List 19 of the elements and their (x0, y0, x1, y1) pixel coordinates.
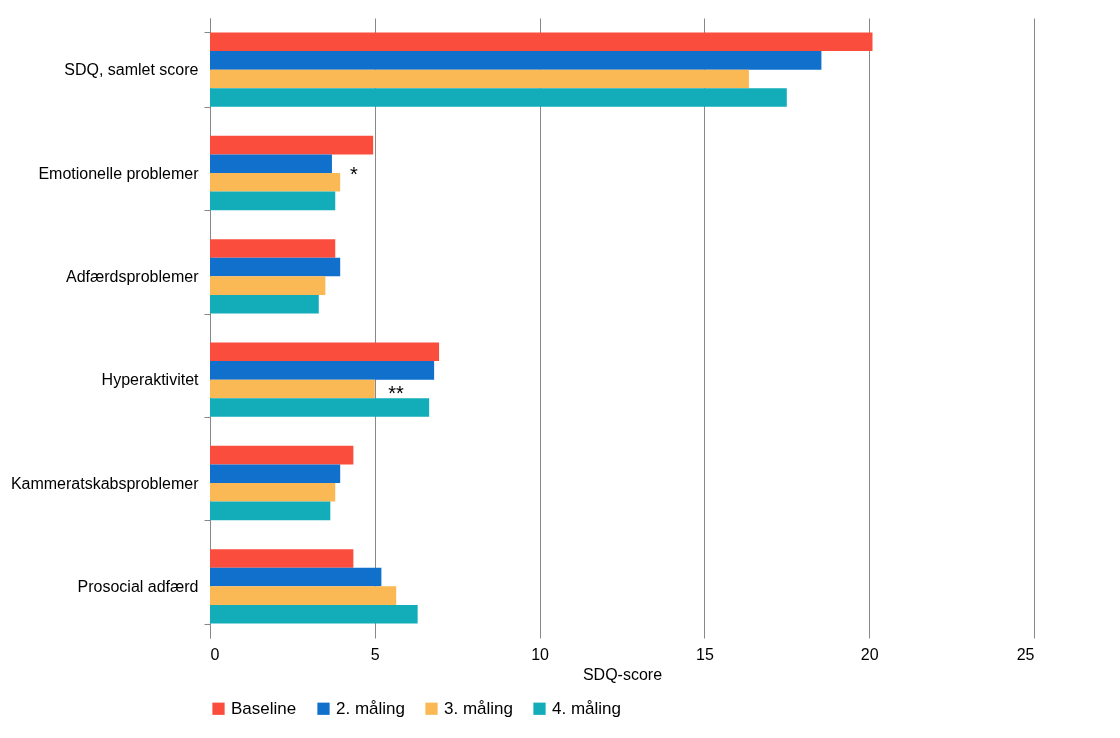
y-tick-label: Hyperaktivitet (101, 371, 200, 389)
legend-label: 4. måling (552, 698, 621, 718)
y-tick-label: Kammeratskabsproblemer (10, 474, 200, 492)
x-axis-title: SDQ-score (582, 665, 663, 683)
x-tick-label: 5 (370, 645, 380, 663)
legend-label: 2. måling (336, 698, 405, 718)
x-tick-label: 20 (860, 645, 879, 663)
annotation: * (350, 163, 359, 185)
x-tick-label: 25 (1016, 645, 1035, 663)
y-tick-label: Adfærdsproblemer (66, 267, 200, 285)
y-tick-label: SDQ, samlet score (64, 61, 199, 79)
x-tick-label: 10 (531, 645, 550, 663)
x-tick-label: 15 (696, 645, 714, 663)
y-tick-label: Emotionelle problemer (38, 164, 200, 182)
x-tick-label: 0 (210, 645, 220, 663)
legend-label: Baseline (231, 698, 297, 718)
annotation: ** (388, 382, 404, 404)
legend-label: 3. måling (444, 698, 513, 718)
y-tick-label: Prosocial adfærd (77, 577, 199, 595)
